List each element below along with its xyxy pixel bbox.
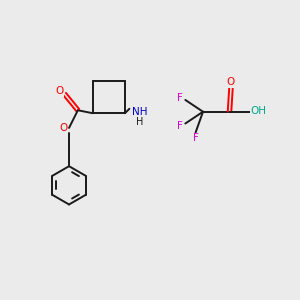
Text: O: O [55, 86, 63, 96]
Text: F: F [176, 93, 182, 103]
Text: H: H [136, 117, 143, 127]
Text: O: O [226, 77, 235, 87]
Text: NH: NH [132, 107, 147, 117]
Text: O: O [59, 123, 67, 133]
Text: F: F [176, 121, 182, 131]
Text: OH: OH [250, 106, 266, 116]
Text: F: F [193, 133, 199, 143]
